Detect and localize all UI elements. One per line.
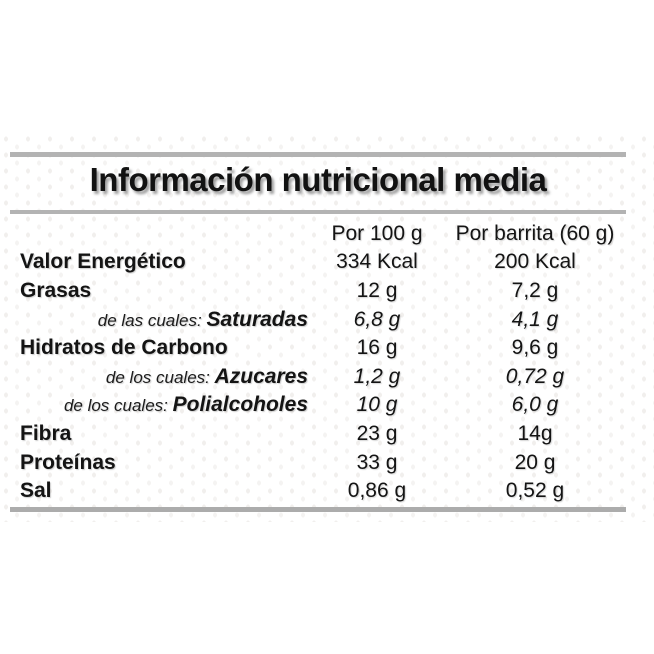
- table-row: de los cuales: Polialcoholes 10 g 6,0 g: [10, 391, 626, 420]
- value-per-bar: 0,52 g: [505, 479, 565, 503]
- value-per-bar: 14g: [517, 421, 553, 445]
- value-per-100g: 23 g: [356, 421, 398, 445]
- table-header-row: Por 100 g Por barrita (60 g): [10, 219, 626, 248]
- nutrient-label: Grasas: [10, 280, 310, 301]
- table-row: de los cuales: Azucares 1,2 g 0,72 g: [10, 362, 626, 391]
- value-per-bar: 7,2 g: [511, 278, 559, 302]
- nutrient-label: de los cuales: Azucares: [10, 366, 310, 387]
- value-per-100g: 16 g: [356, 336, 398, 360]
- table-row: Hidratos de Carbono 16 g 9,6 g: [10, 333, 626, 362]
- top-rule: [10, 152, 626, 157]
- nutrition-table: Por 100 g Por barrita (60 g) Valor Energ…: [10, 219, 626, 505]
- value-per-100g: 1,2 g: [353, 364, 401, 388]
- nutrient-name: Hidratos de Carbono: [20, 336, 228, 360]
- value-per-bar: 200 Kcal: [494, 250, 576, 274]
- nutrient-label: Sal: [10, 480, 310, 501]
- nutrient-name: Polialcoholes: [172, 393, 308, 417]
- value-per-100g: 12 g: [356, 278, 398, 302]
- value-per-100g: 334 Kcal: [336, 250, 418, 274]
- table-row: de las cuales: Saturadas 6,8 g 4,1 g: [10, 305, 626, 334]
- value-per-bar: 20 g: [514, 450, 556, 474]
- table-row: Sal 0,86 g 0,52 g: [10, 476, 626, 505]
- nutrient-label: Hidratos de Carbono: [10, 337, 310, 358]
- value-per-100g: 33 g: [356, 450, 398, 474]
- value-per-100g: 6,8 g: [353, 307, 401, 331]
- title-divider-rule: [10, 210, 626, 214]
- column-header-per-100g: Por 100 g: [331, 221, 423, 245]
- nutrient-qualifier: de las cuales:: [97, 310, 207, 330]
- nutrient-name: Fibra: [20, 421, 72, 445]
- value-per-100g: 0,86 g: [347, 479, 407, 503]
- nutrient-label: Proteínas: [10, 452, 310, 473]
- nutrient-name: Grasas: [20, 278, 92, 302]
- nutrient-label: Valor Energético: [10, 251, 310, 272]
- nutrient-name: Valor Energético: [20, 250, 186, 274]
- bottom-rule: [10, 507, 626, 512]
- nutrient-qualifier: de los cuales:: [63, 396, 173, 416]
- table-rows: Valor Energético 334 Kcal 200 Kcal Grasas 12…: [10, 248, 626, 505]
- nutrient-qualifier: de los cuales:: [105, 367, 215, 387]
- nutrient-label: de las cuales: Saturadas: [10, 309, 310, 330]
- value-per-bar: 6,0 g: [511, 393, 559, 417]
- nutrient-name: Saturadas: [206, 307, 308, 331]
- table-row: Fibra 23 g 14g: [10, 419, 626, 448]
- value-per-bar: 4,1 g: [511, 307, 559, 331]
- table-row: Valor Energético 334 Kcal 200 Kcal: [10, 248, 626, 277]
- table-row: Grasas 12 g 7,2 g: [10, 276, 626, 305]
- table-row: Proteínas 33 g 20 g: [10, 448, 626, 477]
- column-header-per-bar: Por barrita (60 g): [455, 221, 615, 245]
- value-per-100g: 10 g: [356, 393, 398, 417]
- value-per-bar: 0,72 g: [505, 364, 565, 388]
- value-per-bar: 9,6 g: [511, 336, 559, 360]
- nutrient-name: Sal: [20, 479, 52, 503]
- nutrient-label: Fibra: [10, 423, 310, 444]
- nutrient-name: Proteínas: [20, 450, 116, 474]
- paper-texture: [0, 134, 654, 522]
- nutrient-name: Azucares: [214, 364, 308, 388]
- nutrition-panel: Información nutricional media Por 100 g …: [10, 0, 626, 654]
- nutrient-label: de los cuales: Polialcoholes: [10, 394, 310, 415]
- page-title: Información nutricional media: [89, 161, 547, 198]
